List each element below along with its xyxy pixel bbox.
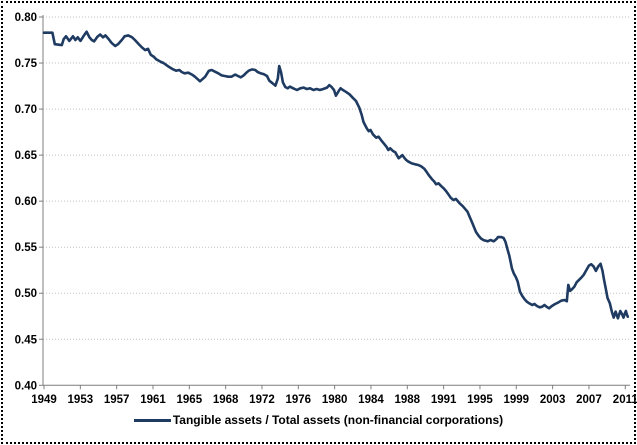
y-axis-tick-label: 0.45 bbox=[15, 334, 38, 346]
x-axis-tick-label: 1965 bbox=[177, 394, 203, 406]
y-axis-tick-label: 0.40 bbox=[15, 380, 37, 392]
x-axis-tick-label: 1949 bbox=[31, 394, 57, 406]
x-axis-tick-label: 2007 bbox=[576, 394, 602, 406]
x-axis-tick-label: 1972 bbox=[249, 394, 275, 406]
legend-line-swatch bbox=[133, 418, 171, 422]
x-axis-tick-label: 1953 bbox=[68, 394, 94, 406]
x-axis-tick-label: 1968 bbox=[213, 394, 239, 406]
y-axis-tick-label: 0.80 bbox=[15, 12, 37, 24]
x-axis-tick-label: 1984 bbox=[358, 394, 384, 406]
x-axis-tick-label: 1991 bbox=[431, 394, 457, 406]
y-axis-tick-label: 0.75 bbox=[15, 58, 38, 70]
y-axis-tick-label: 0.50 bbox=[15, 288, 37, 300]
y-axis-tick-label: 0.65 bbox=[15, 150, 38, 162]
y-axis-tick-label: 0.55 bbox=[15, 242, 38, 254]
x-axis-tick-label: 1999 bbox=[503, 394, 529, 406]
y-axis-tick-label: 0.70 bbox=[15, 104, 37, 116]
x-axis-tick-label: 1980 bbox=[322, 394, 348, 406]
legend-label: Tangible assets / Total assets (non-fina… bbox=[172, 413, 504, 427]
x-axis-tick-label: 2003 bbox=[540, 394, 566, 406]
y-axis-tick-label: 0.60 bbox=[15, 196, 37, 208]
x-axis-tick-label: 1988 bbox=[395, 394, 421, 406]
x-axis-tick-label: 1976 bbox=[286, 394, 312, 406]
legend: Tangible assets / Total assets (non-fina… bbox=[0, 413, 637, 427]
x-axis-tick-label: 1961 bbox=[140, 394, 166, 406]
x-axis-tick-label: 2011 bbox=[613, 394, 637, 406]
x-axis-tick-label: 1995 bbox=[467, 394, 493, 406]
data-series-line bbox=[42, 30, 630, 320]
x-axis-tick-label: 1957 bbox=[104, 394, 130, 406]
